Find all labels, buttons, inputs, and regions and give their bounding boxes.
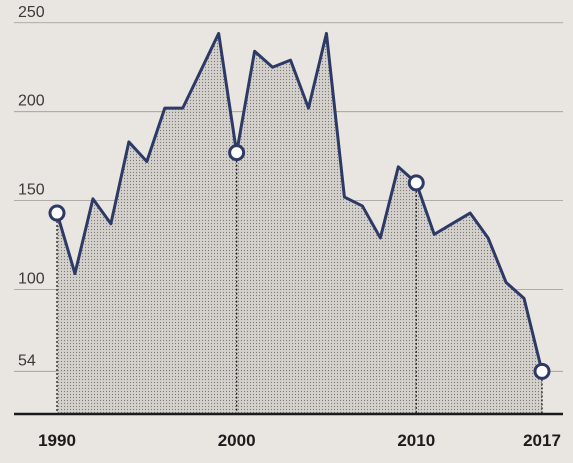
y-tick-label: 150 bbox=[18, 182, 45, 199]
series-line bbox=[55, 31, 544, 372]
x-tick-label: 1990 bbox=[38, 431, 76, 450]
drop-lines bbox=[56, 152, 543, 414]
y-axis-ticks: 250 200 150 100 54 bbox=[18, 4, 45, 370]
area-shape bbox=[57, 33, 542, 414]
y-tick-label: 200 bbox=[18, 93, 45, 110]
y-tick-label: 54 bbox=[18, 352, 36, 369]
series-polyline bbox=[55, 31, 544, 372]
x-tick-label: 2010 bbox=[397, 431, 435, 450]
y-tick-label: 250 bbox=[18, 4, 45, 21]
data-point-marker bbox=[533, 362, 551, 380]
data-point-marker bbox=[407, 174, 425, 192]
point-markers bbox=[48, 144, 551, 380]
x-tick-label: 2000 bbox=[218, 431, 256, 450]
area-fill bbox=[57, 33, 542, 414]
data-point-marker bbox=[228, 144, 246, 162]
x-tick-label: 2017 bbox=[523, 431, 561, 450]
data-point-marker bbox=[48, 204, 66, 222]
y-tick-label: 100 bbox=[18, 271, 45, 288]
x-axis-ticks: 1990 2000 2010 2017 bbox=[38, 431, 561, 450]
